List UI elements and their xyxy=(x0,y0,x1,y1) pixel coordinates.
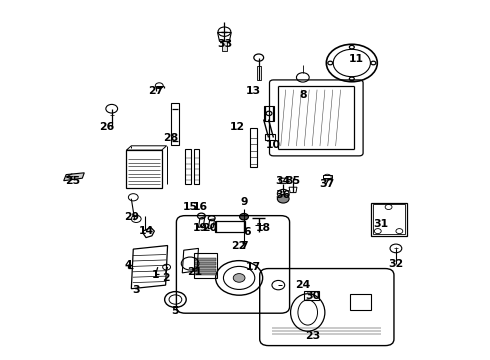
Text: 7: 7 xyxy=(240,240,248,251)
Text: 27: 27 xyxy=(148,86,164,96)
Text: 15: 15 xyxy=(183,202,197,212)
Bar xyxy=(171,103,179,145)
Bar xyxy=(265,134,275,140)
Polygon shape xyxy=(222,41,227,51)
Bar xyxy=(264,106,274,121)
Bar xyxy=(371,203,407,236)
Text: 25: 25 xyxy=(65,176,80,186)
Bar xyxy=(194,253,217,278)
Text: 28: 28 xyxy=(163,132,178,143)
Bar xyxy=(304,291,318,300)
Bar xyxy=(373,204,405,234)
Text: 17: 17 xyxy=(246,262,261,272)
Text: 8: 8 xyxy=(299,90,307,100)
Bar xyxy=(194,149,199,184)
Text: 6: 6 xyxy=(244,227,251,237)
Text: 9: 9 xyxy=(240,197,248,207)
Bar xyxy=(350,294,371,310)
Text: 3: 3 xyxy=(132,285,140,295)
Text: 23: 23 xyxy=(305,330,320,341)
Text: 24: 24 xyxy=(295,280,311,290)
Text: 19: 19 xyxy=(193,222,207,233)
Text: 16: 16 xyxy=(193,202,207,212)
Text: 33: 33 xyxy=(217,39,232,49)
Circle shape xyxy=(233,274,245,282)
Text: 13: 13 xyxy=(246,86,261,96)
Bar xyxy=(195,266,216,268)
Bar xyxy=(195,273,216,275)
Text: 4: 4 xyxy=(124,260,132,270)
Text: 29: 29 xyxy=(124,212,139,222)
Text: 12: 12 xyxy=(230,122,245,132)
Bar xyxy=(185,149,191,184)
Polygon shape xyxy=(64,173,84,181)
Text: 11: 11 xyxy=(349,54,364,64)
Text: 26: 26 xyxy=(99,122,115,132)
Bar xyxy=(215,221,245,232)
Bar xyxy=(257,66,261,80)
Bar xyxy=(195,262,216,265)
Text: 30: 30 xyxy=(305,291,320,301)
Bar xyxy=(195,258,216,261)
Text: 22: 22 xyxy=(231,240,247,251)
Circle shape xyxy=(240,213,248,220)
Bar xyxy=(126,150,162,188)
Text: 36: 36 xyxy=(275,190,291,200)
Text: 21: 21 xyxy=(188,267,202,277)
Circle shape xyxy=(277,194,289,203)
Text: 5: 5 xyxy=(172,306,179,316)
Text: 34: 34 xyxy=(275,176,291,186)
Text: 35: 35 xyxy=(286,176,300,186)
Text: 14: 14 xyxy=(139,226,153,236)
Text: 31: 31 xyxy=(374,219,389,229)
Text: 32: 32 xyxy=(388,258,404,269)
Text: 37: 37 xyxy=(319,179,335,189)
Text: 1: 1 xyxy=(152,270,160,280)
Bar xyxy=(195,269,216,272)
Text: 20: 20 xyxy=(202,222,217,233)
Text: 18: 18 xyxy=(256,222,271,233)
Text: 2: 2 xyxy=(162,273,170,283)
Text: 10: 10 xyxy=(266,140,281,150)
Bar xyxy=(250,128,257,167)
